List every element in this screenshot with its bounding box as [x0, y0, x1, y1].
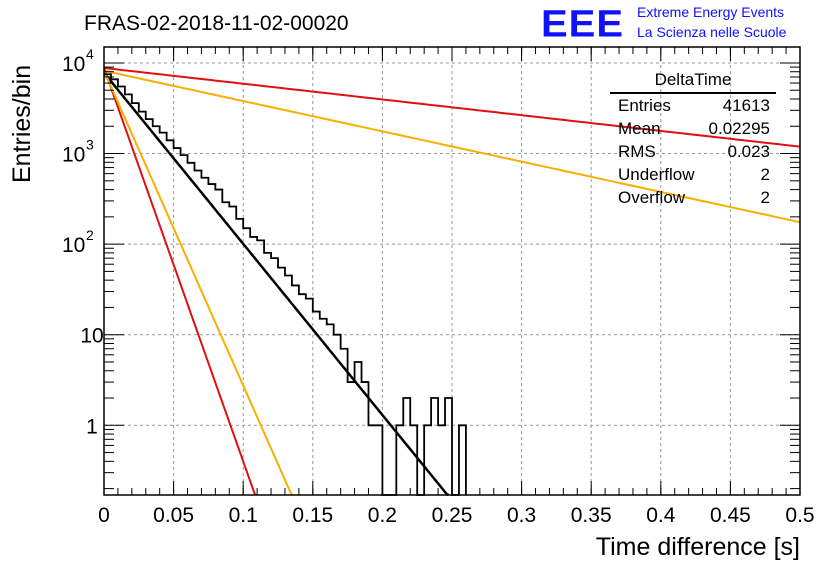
plot-title: FRAS-02-2018-11-02-00020 [84, 12, 349, 35]
x-tick-label: 0.15 [292, 504, 333, 527]
fit-curve-3 [103, 67, 257, 496]
eee-logo: EEE [541, 3, 625, 45]
y-tick-exponent: 3 [86, 137, 94, 153]
stats-row-underflow: Underflow 2 [610, 163, 776, 186]
stats-row-entries: Entries 41613 [610, 94, 776, 117]
fit-curve-2 [103, 69, 801, 224]
stats-title: DeltaTime [610, 70, 776, 94]
axes [103, 46, 801, 496]
stats-value: 41613 [722, 96, 770, 115]
stats-label: RMS [618, 142, 656, 161]
stats-value: 2 [760, 165, 770, 184]
x-tick-label: 0.05 [153, 504, 194, 527]
logo-line-1: Extreme Energy Events [637, 4, 785, 20]
y-tick-label: 10 [62, 234, 85, 257]
logo-line-2: La Scienza nelle Scuole [637, 24, 787, 40]
x-tick-label: 0 [98, 504, 110, 527]
y-tick-label: 10 [62, 53, 85, 76]
fit-curve-1 [103, 66, 801, 148]
y-tick-label: 10 [80, 325, 103, 348]
stats-row-overflow: Overflow 2 [610, 186, 776, 209]
stats-label: Entries [618, 96, 671, 115]
stats-row-rms: RMS 0.023 [610, 140, 776, 163]
x-tick-label: 0.25 [432, 504, 473, 527]
histogram-outline [104, 73, 467, 496]
fit-curves [103, 66, 801, 497]
fit-curve-4 [103, 70, 293, 496]
x-axis-label: Time difference [s] [595, 533, 800, 561]
y-tick-label: 1 [86, 415, 98, 438]
stats-value: 0.023 [727, 142, 770, 161]
y-axis-label: Entries/bin [8, 64, 36, 183]
y-tick-exponent: 4 [86, 46, 94, 62]
stats-row-mean: Mean 0.02295 [610, 117, 776, 140]
stats-label: Mean [618, 119, 661, 138]
x-tick-label: 0.3 [507, 504, 536, 527]
stats-box: DeltaTime Entries 41613 Mean 0.02295 RMS… [610, 70, 776, 209]
x-tick-label: 0.2 [368, 504, 397, 527]
x-tick-label: 0.45 [710, 504, 751, 527]
x-tick-label: 0.35 [571, 504, 612, 527]
stats-label: Underflow [618, 165, 695, 184]
fit-curve-0 [103, 71, 450, 497]
stats-value: 2 [760, 188, 770, 207]
stats-label: Overflow [618, 188, 686, 207]
x-tick-label: 0.4 [646, 504, 676, 527]
stats-value: 0.02295 [708, 119, 770, 138]
histogram [104, 73, 467, 496]
x-tick-label: 0.1 [229, 504, 258, 527]
plot-frame [103, 46, 801, 496]
y-tick-exponent: 2 [86, 227, 94, 243]
y-tick-label: 10 [62, 144, 85, 167]
tick-labels: 0 0.05 0.1 0.15 0.2 0.25 0.3 0.35 0.4 0.45 0.510 41… [62, 46, 815, 527]
x-tick-label: 0.5 [785, 504, 814, 527]
